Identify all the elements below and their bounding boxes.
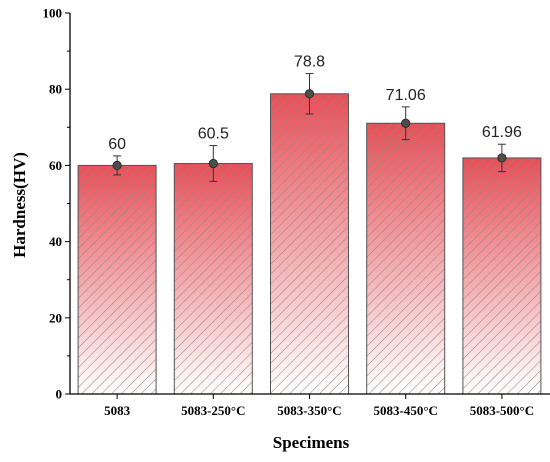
data-label: 60	[108, 136, 126, 153]
x-tick-label: 5083	[104, 403, 131, 418]
data-point	[401, 118, 411, 128]
data-point	[112, 160, 122, 170]
data-label: 60.5	[198, 126, 229, 143]
bars-layer: 60 60.5 78.8 71.06 61.96	[77, 54, 542, 395]
bar	[270, 93, 349, 395]
data-point	[208, 158, 218, 169]
bar	[173, 162, 253, 395]
x-tick-label: 5083-500°C	[470, 403, 534, 418]
data-point	[304, 89, 315, 99]
data-label: 71.06	[386, 87, 426, 104]
data-point	[497, 153, 507, 163]
bar	[366, 122, 446, 395]
bar	[77, 164, 157, 395]
data-label: 61.96	[482, 124, 522, 141]
y-tick-label: 40	[49, 234, 62, 249]
y-tick-label: 60	[49, 158, 62, 173]
x-axis-title: Specimens	[273, 433, 350, 452]
y-tick-label: 20	[49, 310, 62, 325]
bar	[462, 157, 542, 395]
y-tick-label: 0	[56, 387, 63, 402]
y-axis-title: Hardness(HV)	[10, 152, 29, 258]
y-tick-label: 80	[49, 82, 62, 97]
x-tick-label: 5083-450°C	[373, 403, 437, 418]
y-tick-label: 100	[43, 6, 63, 21]
axes-layer: 5083 5083-250°C 5083-350°C 5083-450°C 5083-5…	[43, 6, 550, 418]
x-tick-label: 5083-350°C	[277, 403, 341, 418]
data-label: 78.8	[294, 54, 325, 71]
x-tick-label: 5083-250°C	[181, 403, 245, 418]
